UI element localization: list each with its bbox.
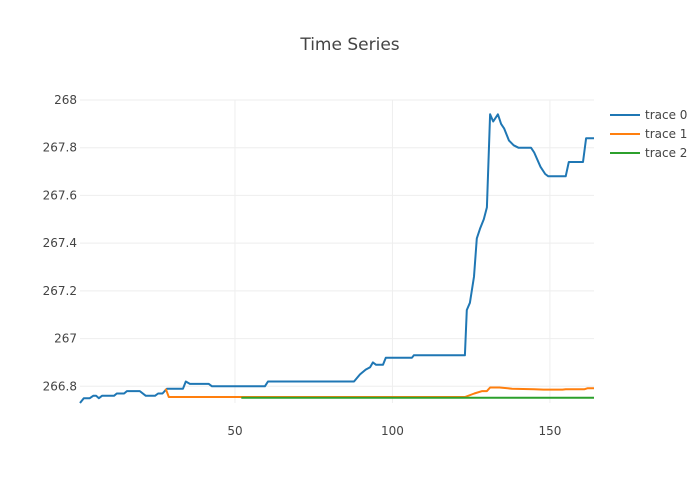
x-tick-label: 100 [381, 424, 404, 438]
chart-title: Time Series [299, 35, 399, 55]
x-tick-label: 150 [538, 424, 561, 438]
y-tick-label: 267.4 [43, 236, 77, 250]
legend-label: trace 1 [645, 127, 687, 141]
series-line-trace-0 [79, 113, 594, 404]
legend[interactable]: trace 0 trace 1 trace 2 [610, 108, 687, 160]
y-tick-label: 267 [54, 332, 77, 346]
x-tick-label: 50 [227, 424, 242, 438]
plot-area[interactable] [79, 113, 594, 404]
axes: 266.8 267 267.2 267.4 267.6 267.8 268 50 100 150 [43, 93, 562, 438]
y-tick-label: 267.2 [43, 284, 77, 298]
grid [80, 99, 594, 403]
legend-label: trace 2 [645, 146, 687, 160]
y-tick-label: 266.8 [43, 379, 77, 393]
series-line-trace-1 [164, 386, 594, 398]
y-tick-label: 267.6 [43, 188, 77, 202]
legend-label: trace 0 [645, 108, 687, 122]
y-tick-label: 268 [54, 93, 77, 107]
y-tick-label: 267.8 [43, 141, 77, 155]
